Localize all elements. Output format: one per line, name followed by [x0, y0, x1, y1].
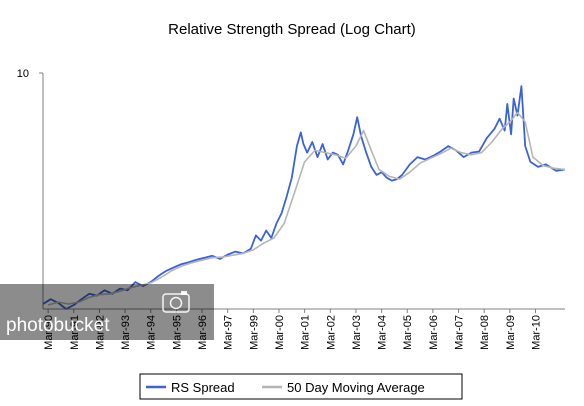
- x-tick-label: Mar-91: [69, 315, 81, 350]
- x-tick-label: Mar-01: [300, 315, 312, 350]
- x-tick-label: Mar-97: [223, 315, 235, 350]
- photobucket-watermark: photobucket: [0, 284, 214, 340]
- x-tick-label: Mar-08: [479, 315, 491, 350]
- x-tick-label: Mar-99: [248, 315, 260, 350]
- x-tick-label: Mar-06: [428, 315, 440, 350]
- legend-box: [139, 373, 463, 400]
- x-tick-label: Mar-94: [146, 315, 158, 350]
- y-ticks: 10: [17, 68, 43, 80]
- x-tick-label: Mar-96: [197, 315, 209, 350]
- x-tick-label: Mar-05: [402, 315, 414, 350]
- x-tick-label: Mar-92: [94, 315, 106, 350]
- x-tick-label: Mar-03: [351, 315, 363, 350]
- x-tick-label: Mar-04: [377, 315, 389, 350]
- x-tick-label: Mar-10: [531, 315, 543, 350]
- plot-area-background: [43, 73, 565, 309]
- legend-label-moving-average: 50 Day Moving Average: [287, 380, 425, 395]
- legend: RS Spread 50 Day Moving Average: [139, 373, 463, 400]
- y-tick-label: 10: [17, 68, 29, 80]
- x-tick-label: Mar-09: [505, 315, 517, 350]
- series-layer: [42, 85, 566, 310]
- watermark-text: photobucket: [6, 315, 110, 336]
- x-tick-label: Mar-02: [325, 315, 337, 350]
- x-tick-label: Mar-07: [454, 315, 466, 350]
- chart-title: Relative Strength Spread (Log Chart): [168, 21, 416, 38]
- camera-icon: [162, 291, 190, 313]
- x-tick-label: Mar-90: [43, 315, 55, 350]
- x-ticks: Mar-90 Mar-91 Mar-92 Mar-93 Mar-94 Mar-95 Mar-…: [43, 309, 543, 350]
- series-line-moving-average: [47, 111, 566, 306]
- x-tick-label: Mar-95: [171, 315, 183, 350]
- legend-label-rs-spread: RS Spread: [171, 380, 235, 395]
- x-tick-label: Mar-00: [274, 315, 286, 350]
- x-tick-label: Mar-93: [120, 315, 132, 350]
- plot-area: [43, 73, 565, 309]
